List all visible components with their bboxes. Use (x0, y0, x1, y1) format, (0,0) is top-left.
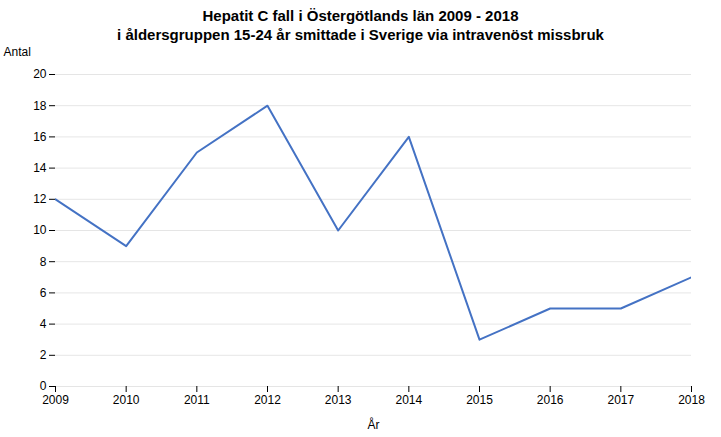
svg-text:2017: 2017 (607, 393, 634, 407)
svg-text:2012: 2012 (254, 393, 281, 407)
svg-text:4: 4 (40, 317, 47, 331)
svg-text:2016: 2016 (537, 393, 564, 407)
svg-text:2010: 2010 (113, 393, 140, 407)
svg-text:12: 12 (33, 192, 47, 206)
svg-text:2018: 2018 (678, 393, 705, 407)
html-text:i åldersgruppen 15-24 år smitt: i åldersgruppen 15-24 år smittade i Sver… (117, 26, 604, 43)
svg-text:2014: 2014 (395, 393, 422, 407)
svg-text:14: 14 (33, 161, 47, 175)
svg-text:2011: 2011 (184, 393, 210, 407)
svg-text:20: 20 (33, 67, 47, 81)
svg-text:18: 18 (33, 99, 47, 113)
svg-text:År: År (368, 417, 380, 432)
svg-text:10: 10 (33, 223, 47, 237)
html-text:Hepatit C fall i Östergötlands: Hepatit C fall i Östergötlands län 2009 … (202, 7, 519, 24)
svg-text:8: 8 (40, 255, 47, 269)
svg-text:16: 16 (33, 130, 47, 144)
svg-text:6: 6 (40, 286, 47, 300)
svg-text:2009: 2009 (42, 393, 69, 407)
svg-text:2015: 2015 (466, 393, 493, 407)
svg-text:2: 2 (40, 348, 47, 362)
svg-text:Antal: Antal (4, 45, 31, 59)
svg-text:0: 0 (40, 379, 47, 393)
svg-text:2013: 2013 (325, 393, 352, 407)
